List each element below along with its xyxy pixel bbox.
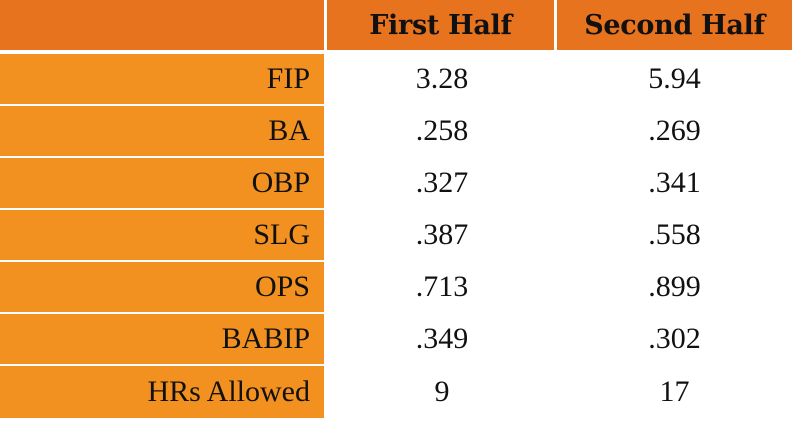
stats-table: First Half Second Half FIP 3.28 5.94 BA … [0, 0, 792, 418]
cell-second-half: 5.94 [557, 54, 792, 106]
cell-second-half: .341 [557, 158, 792, 210]
header-first-half: First Half [327, 0, 557, 54]
header-corner [0, 0, 327, 54]
table-row: OBP .327 .341 [0, 158, 792, 210]
cell-second-half: .302 [557, 314, 792, 366]
cell-first-half: .387 [327, 210, 557, 262]
row-label: HRs Allowed [0, 366, 327, 418]
row-label: BA [0, 106, 327, 158]
table-row: BABIP .349 .302 [0, 314, 792, 366]
header-row: First Half Second Half [0, 0, 792, 54]
cell-second-half: 17 [557, 366, 792, 418]
row-label: FIP [0, 54, 327, 106]
cell-first-half: .327 [327, 158, 557, 210]
table-row: OPS .713 .899 [0, 262, 792, 314]
cell-first-half: 9 [327, 366, 557, 418]
table-row: SLG .387 .558 [0, 210, 792, 262]
cell-first-half: .349 [327, 314, 557, 366]
table-row: BA .258 .269 [0, 106, 792, 158]
row-label: SLG [0, 210, 327, 262]
cell-first-half: .258 [327, 106, 557, 158]
row-label: OPS [0, 262, 327, 314]
cell-second-half: .899 [557, 262, 792, 314]
cell-second-half: .558 [557, 210, 792, 262]
cell-first-half: .713 [327, 262, 557, 314]
header-second-half: Second Half [557, 0, 792, 54]
cell-second-half: .269 [557, 106, 792, 158]
row-label: BABIP [0, 314, 327, 366]
table-row: HRs Allowed 9 17 [0, 366, 792, 418]
table-row: FIP 3.28 5.94 [0, 54, 792, 106]
row-label: OBP [0, 158, 327, 210]
cell-first-half: 3.28 [327, 54, 557, 106]
